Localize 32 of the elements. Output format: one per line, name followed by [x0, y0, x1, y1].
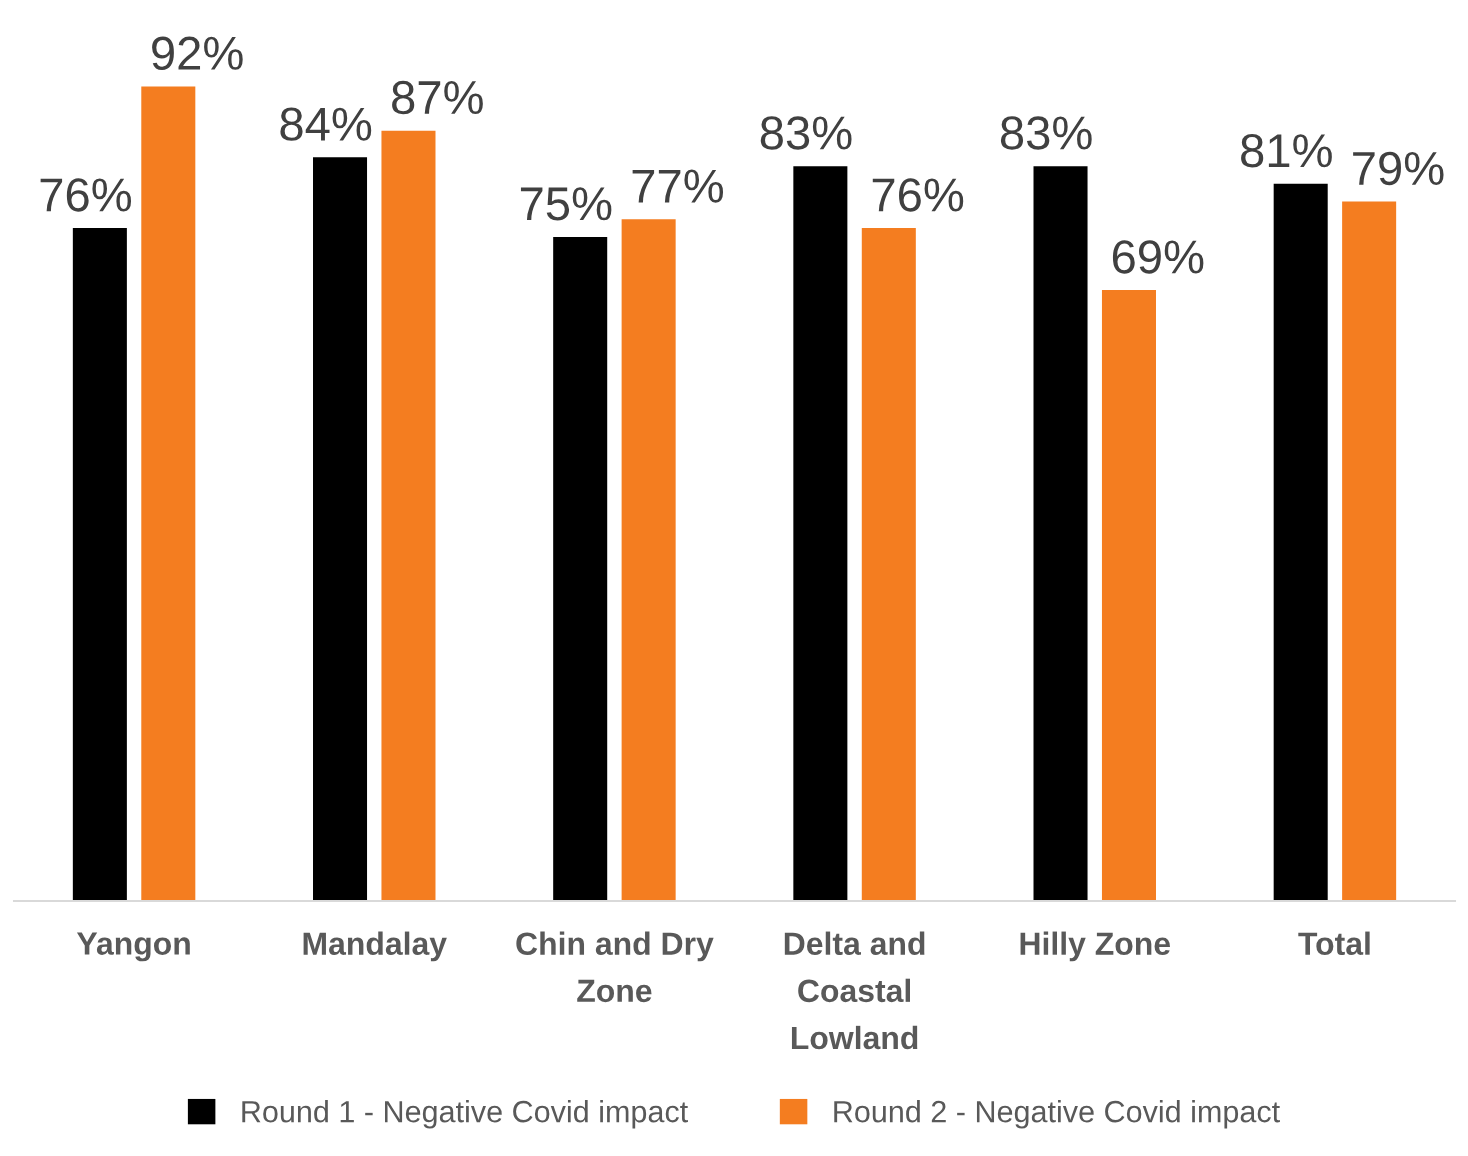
bar: [1033, 166, 1088, 901]
bar: [621, 219, 676, 901]
x-tick-label: Delta and Coastal Lowland: [784, 931, 925, 1050]
bar: [861, 228, 916, 901]
bar: [1273, 183, 1328, 901]
data-label: 87%: [392, 80, 483, 115]
x-tick-label: Total: [1298, 931, 1370, 956]
x-tick-label: Mandalay: [303, 931, 447, 962]
legend-label: Round 1 - Negative Covid impact: [242, 1100, 688, 1129]
bar: [381, 130, 436, 901]
data-label: 69%: [1112, 240, 1204, 274]
bar: [72, 228, 127, 901]
bar: [141, 86, 196, 901]
bar: [1101, 290, 1156, 901]
data-label: 79%: [1353, 151, 1444, 186]
legend-label: Round 2 - Negative Covid impact: [834, 1100, 1280, 1129]
data-label: 77%: [632, 169, 724, 203]
data-label: 75%: [520, 187, 612, 221]
data-label: 83%: [1000, 116, 1092, 150]
bar: [313, 157, 368, 901]
data-label: 81%: [1241, 133, 1332, 168]
data-label: 92%: [152, 36, 243, 71]
x-tick-label: Chin and Dry Zone: [516, 931, 714, 1003]
bar: [553, 236, 608, 901]
data-label: 76%: [872, 178, 964, 212]
x-tick-label: Hilly Zone: [1020, 931, 1170, 962]
data-label: 84%: [280, 107, 372, 141]
x-tick-label: Yangon: [76, 932, 190, 962]
data-label: 76%: [40, 178, 132, 212]
bar: [1342, 201, 1397, 901]
data-label: 83%: [760, 116, 852, 150]
bar: [793, 166, 848, 901]
